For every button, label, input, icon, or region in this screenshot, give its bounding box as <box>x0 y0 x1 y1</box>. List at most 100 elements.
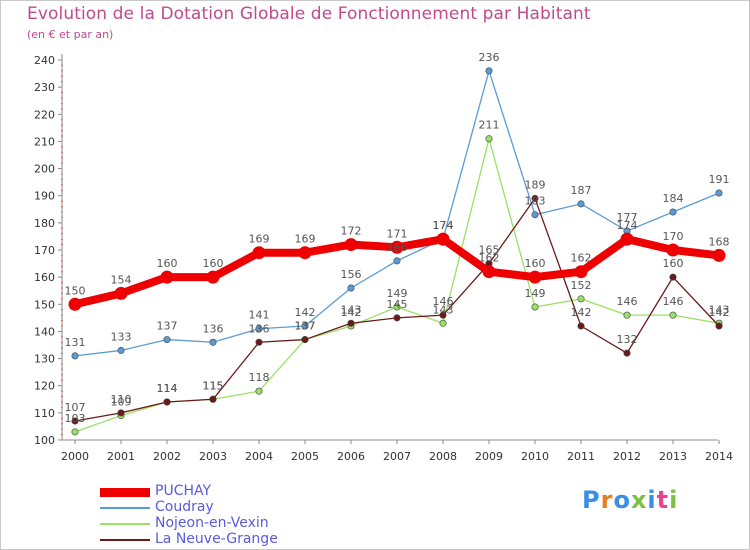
data-label: 142 <box>295 306 316 319</box>
data-label: 141 <box>249 309 270 322</box>
y-minor-tick <box>61 200 63 202</box>
y-minor-tick <box>61 308 63 311</box>
data-point <box>620 232 634 246</box>
data-label: 142 <box>341 306 362 319</box>
data-point <box>715 322 723 330</box>
data-point <box>531 303 539 311</box>
data-label: 162 <box>479 252 500 265</box>
y-minor-tick <box>61 108 63 110</box>
data-point <box>160 270 174 284</box>
y-minor-tick <box>61 346 63 349</box>
y-tick-label: 180 <box>34 217 55 230</box>
y-tick-label: 190 <box>34 190 55 203</box>
y-minor-tick <box>61 64 63 67</box>
data-label: 166 <box>387 241 408 254</box>
y-minor-tick <box>61 156 63 159</box>
y-minor-tick <box>61 325 63 327</box>
data-point <box>577 322 585 330</box>
data-label: 150 <box>65 284 86 297</box>
y-tick-label: 160 <box>34 271 55 284</box>
x-tick-label: 2009 <box>475 450 503 463</box>
y-minor-tick <box>61 341 63 344</box>
data-label: 137 <box>295 320 316 333</box>
data-point <box>669 273 677 281</box>
y-minor-tick <box>61 319 63 322</box>
data-label: 174 <box>433 219 454 232</box>
y-minor-tick <box>61 75 63 78</box>
data-point <box>71 352 79 360</box>
legend-swatch <box>100 523 150 525</box>
data-label: 132 <box>617 333 638 346</box>
y-minor-tick <box>61 91 63 94</box>
data-point <box>347 284 355 292</box>
y-minor-tick <box>61 211 63 213</box>
y-tick-label: 120 <box>34 380 55 393</box>
y-minor-tick <box>61 173 63 175</box>
logo-letter: r <box>600 486 614 514</box>
data-label: 109 <box>111 396 132 409</box>
legend-swatch <box>100 507 150 509</box>
data-label: 143 <box>709 303 730 316</box>
x-tick-label: 2010 <box>521 450 549 463</box>
y-minor-tick <box>61 80 63 83</box>
data-point <box>117 409 125 417</box>
data-label: 156 <box>341 268 362 281</box>
y-tick-label: 220 <box>34 108 55 121</box>
x-tick-label: 2011 <box>567 450 595 463</box>
data-label: 160 <box>157 257 178 270</box>
data-label: 142 <box>571 306 592 319</box>
data-label: 142 <box>709 306 730 319</box>
y-tick-label: 110 <box>34 407 55 420</box>
data-label: 146 <box>617 295 638 308</box>
y-minor-tick <box>61 401 63 403</box>
legend-label: Nojeon-en-Vexin <box>155 515 269 531</box>
data-label: 184 <box>663 192 684 205</box>
data-label: 191 <box>709 173 730 186</box>
logo-letter: i <box>647 486 657 514</box>
y-minor-tick <box>61 70 63 72</box>
data-label: 169 <box>249 233 270 246</box>
data-label: 143 <box>341 303 362 316</box>
data-label: 170 <box>663 230 684 243</box>
data-label: 174 <box>617 219 638 232</box>
y-minor-tick <box>61 422 63 425</box>
y-minor-tick <box>61 298 63 300</box>
y-tick-label: 210 <box>34 135 55 148</box>
data-label: 110 <box>111 393 132 406</box>
y-minor-tick <box>61 368 63 371</box>
y-minor-tick <box>61 189 63 192</box>
y-minor-tick <box>61 390 63 392</box>
data-label: 146 <box>433 295 454 308</box>
y-tick-label: 140 <box>34 325 55 338</box>
logo-letter: x <box>630 486 648 514</box>
data-label: 131 <box>65 336 86 349</box>
data-point <box>574 265 588 279</box>
data-label: 174 <box>433 219 454 232</box>
logo-letter: i <box>669 486 679 514</box>
data-point <box>71 417 79 425</box>
data-point <box>393 257 401 265</box>
data-label: 152 <box>571 279 592 292</box>
y-minor-tick <box>61 227 63 230</box>
y-tick-label: 170 <box>34 244 55 257</box>
y-minor-tick <box>61 314 63 316</box>
y-minor-tick <box>61 287 63 289</box>
data-point <box>436 232 450 246</box>
y-tick-label: 150 <box>34 298 55 311</box>
y-minor-tick <box>61 379 63 382</box>
data-point <box>485 135 493 143</box>
y-minor-tick <box>61 102 63 105</box>
data-label: 169 <box>295 233 316 246</box>
y-minor-tick <box>61 428 63 430</box>
y-tick-label: 230 <box>34 81 55 94</box>
data-label: 160 <box>525 257 546 270</box>
data-label: 211 <box>479 119 500 132</box>
data-label: 165 <box>479 244 500 257</box>
y-tick-label: 100 <box>34 434 55 447</box>
data-point <box>482 265 496 279</box>
y-minor-tick <box>61 124 63 126</box>
y-minor-tick <box>61 260 63 262</box>
data-label: 136 <box>203 322 224 335</box>
data-label: 143 <box>433 303 454 316</box>
